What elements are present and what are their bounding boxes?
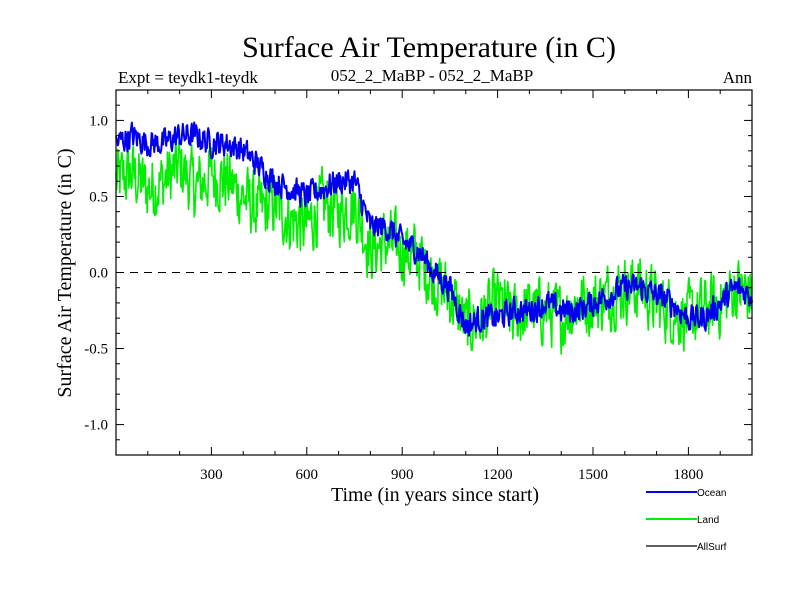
x-tick-label: 300	[200, 467, 223, 483]
y-tick-label: -1.0	[84, 418, 108, 434]
x-tick-label: 1800	[673, 467, 703, 483]
chart-subtitle-left: Expt = teydk1-teydk	[118, 68, 258, 87]
x-tick-label: 1500	[578, 467, 608, 483]
axes: 300 600 900 1200 1500 1800 1.0 0.5 0.0 -0.5 -1.0	[84, 89, 753, 483]
legend-label-allsurf: AllSurf	[697, 542, 727, 553]
x-tick-label: 1200	[483, 467, 513, 483]
y-axis-label: Surface Air Temperature (in C)	[54, 148, 76, 397]
legend: Ocean Land AllSurf	[646, 488, 727, 553]
x-axis-label: Time (in years since start)	[331, 484, 539, 506]
y-tick-label: -0.5	[84, 342, 108, 358]
y-tick-label: 0.5	[89, 189, 108, 205]
chart-subtitle-center: 052_2_MaBP - 052_2_MaBP	[331, 66, 533, 85]
series-line-land	[115, 134, 753, 355]
x-tick-label: 600	[296, 467, 319, 483]
series-layer	[115, 121, 753, 355]
x-tick-label: 900	[391, 467, 414, 483]
y-tick-label: 0.0	[89, 266, 108, 282]
series-line-ocean	[115, 121, 753, 337]
chart-subtitle-right: Ann	[723, 68, 753, 87]
legend-label-ocean: Ocean	[697, 488, 726, 499]
legend-label-land: Land	[697, 515, 719, 526]
y-tick-label: 1.0	[89, 113, 108, 129]
chart-title: Surface Air Temperature (in C)	[242, 31, 616, 64]
